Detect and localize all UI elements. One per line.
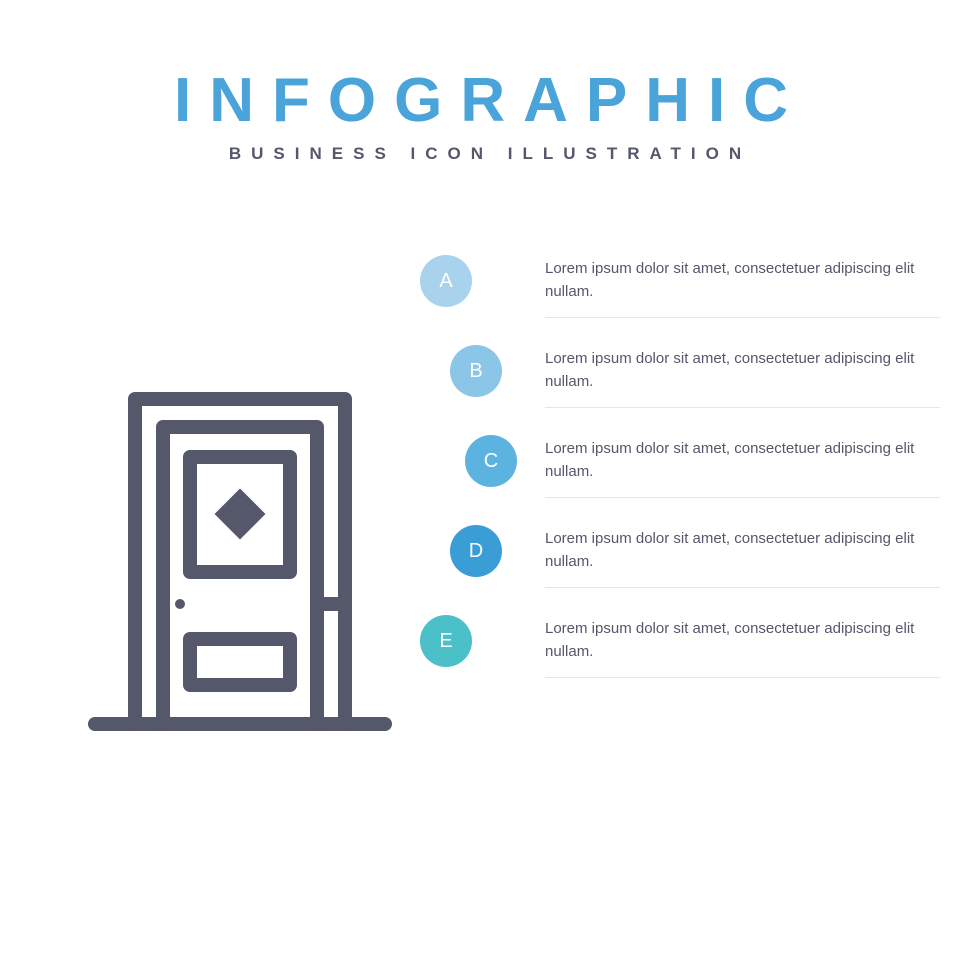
steps-list: A Lorem ipsum dolor sit amet, consectetu… (420, 244, 940, 694)
step-text-d: Lorem ipsum dolor sit amet, consectetuer… (545, 514, 940, 588)
step-badge-d: D (450, 525, 502, 577)
step-b: B Lorem ipsum dolor sit amet, consectetu… (420, 334, 940, 408)
main-content: A Lorem ipsum dolor sit amet, consectetu… (0, 244, 980, 944)
step-text-b: Lorem ipsum dolor sit amet, consectetuer… (545, 334, 940, 408)
step-text-c: Lorem ipsum dolor sit amet, consectetuer… (545, 424, 940, 498)
step-text-a: Lorem ipsum dolor sit amet, consectetuer… (545, 244, 940, 318)
step-badge-e: E (420, 615, 472, 667)
page-title: INFOGRAPHIC (0, 65, 980, 136)
step-d: D Lorem ipsum dolor sit amet, consectetu… (420, 514, 940, 588)
header: INFOGRAPHIC BUSINESS ICON ILLUSTRATION (0, 0, 980, 164)
step-badge-a: A (420, 255, 472, 307)
step-e: E Lorem ipsum dolor sit amet, consectetu… (420, 604, 940, 678)
step-c: C Lorem ipsum dolor sit amet, consectetu… (420, 424, 940, 498)
step-badge-b: B (450, 345, 502, 397)
door-icon (85, 379, 395, 744)
step-text-e: Lorem ipsum dolor sit amet, consectetuer… (545, 604, 940, 678)
page-subtitle: BUSINESS ICON ILLUSTRATION (0, 144, 980, 164)
step-badge-c: C (465, 435, 517, 487)
step-a: A Lorem ipsum dolor sit amet, consectetu… (420, 244, 940, 318)
